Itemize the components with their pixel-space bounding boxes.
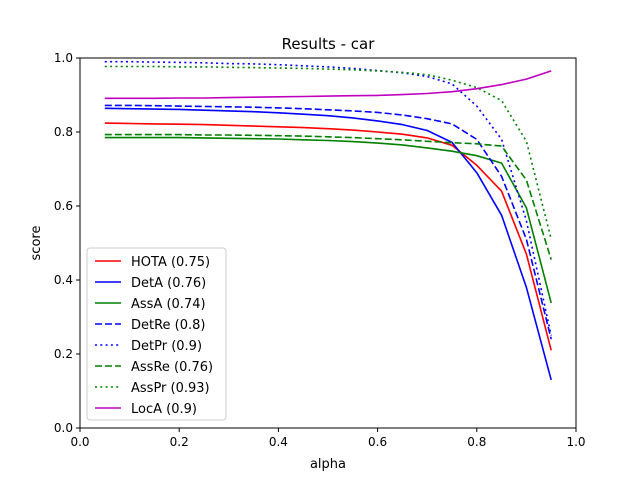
legend-box	[86, 247, 227, 421]
legend-label: HOTA (0.75)	[131, 255, 210, 270]
series-line-assa	[104, 136, 552, 304]
legend-label: DetRe (0.8)	[131, 318, 206, 333]
legend-label: AssPr (0.93)	[131, 381, 210, 396]
legend-label: AssRe (0.76)	[131, 360, 213, 375]
y-tick-label: 0.4	[54, 273, 73, 287]
chart-title: Results - car	[282, 35, 376, 53]
plot-lines	[104, 60, 552, 381]
x-axis-ticks: 0.0 0.2 0.4 0.6 0.8 1.0	[70, 428, 586, 449]
legend-label: DetPr (0.9)	[131, 339, 202, 354]
x-tick-label: 0.6	[368, 435, 387, 449]
series-line-hota	[104, 122, 552, 351]
plot-frame	[79, 57, 577, 429]
y-tick-label: 0.6	[54, 199, 73, 213]
series-line-loca	[104, 70, 552, 100]
series-line-deta	[104, 107, 552, 381]
legend-label: AssA (0.74)	[131, 297, 206, 312]
series-line-detre	[104, 104, 552, 340]
y-axis-ticks: 0.0 0.2 0.4 0.6 0.8 1.0	[54, 51, 80, 435]
series-line-asspr	[104, 65, 552, 240]
x-tick-label: 0.4	[269, 435, 288, 449]
y-tick-label: 0.8	[54, 125, 73, 139]
y-axis-label: score	[29, 226, 44, 261]
x-tick-label: 0.0	[70, 435, 89, 449]
legend-label: DetA (0.76)	[131, 276, 206, 291]
series-line-detpr	[104, 60, 552, 336]
y-tick-label: 0.0	[54, 421, 73, 435]
legend: HOTA (0.75) DetA (0.76) AssA (0.74) DetRe (…	[86, 247, 227, 421]
y-tick-label: 1.0	[54, 51, 73, 65]
x-tick-label: 1.0	[566, 435, 585, 449]
x-axis-label: alpha	[310, 457, 346, 472]
x-tick-label: 0.2	[170, 435, 189, 449]
legend-label: LocA (0.9)	[131, 402, 197, 417]
x-tick-label: 0.8	[467, 435, 486, 449]
y-tick-label: 0.2	[54, 347, 73, 361]
series-line-assre	[104, 133, 552, 260]
